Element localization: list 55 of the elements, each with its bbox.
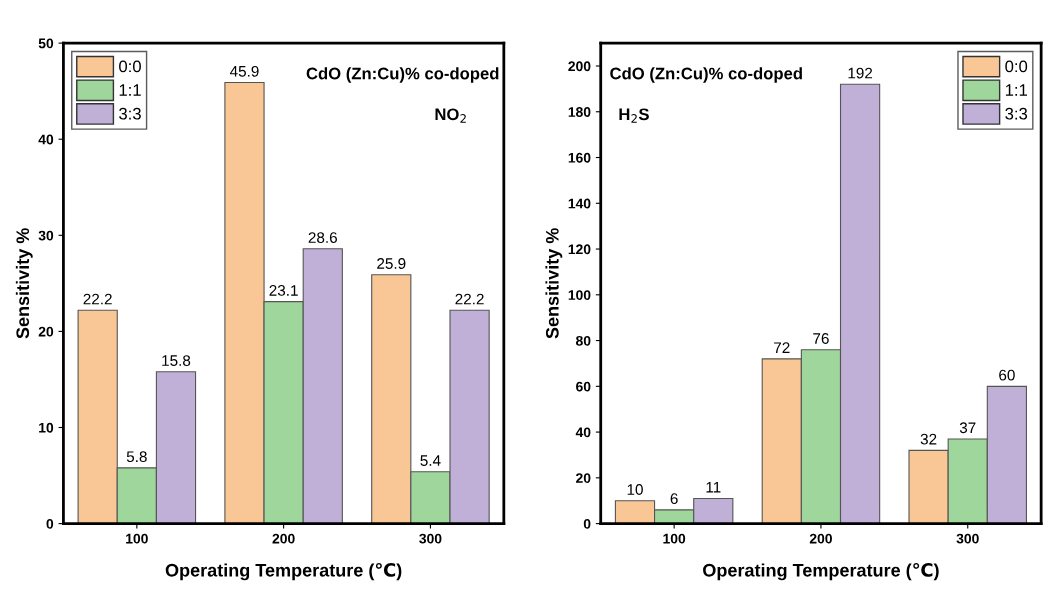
y-tick-label: 40 [575, 427, 591, 438]
x-tick-label: 300 [956, 533, 979, 544]
y-axis-title: Sensitivity % [15, 228, 33, 339]
data-label: 23.1 [269, 285, 298, 296]
x-tick-label: 100 [126, 533, 148, 544]
data-label: 45.9 [229, 65, 259, 77]
y-tick-label: 80 [576, 335, 591, 346]
legend-label: 1:1 [1005, 84, 1027, 96]
annotation: CdO (Zn:Cu)% co-doped [306, 67, 499, 83]
x-tick-label: 300 [419, 533, 442, 544]
legend-label: 0:0 [119, 60, 141, 73]
data-label: 6 [670, 493, 678, 505]
data-label: 10 [627, 484, 643, 495]
data-label: 60 [999, 369, 1015, 381]
y-tick-label: 60 [576, 381, 591, 392]
legend-label: 1:1 [119, 84, 141, 96]
data-label: 15.8 [162, 355, 191, 366]
x-tick-label: 200 [272, 533, 295, 544]
x-axis-title: Operating Temperature (℃) [703, 562, 939, 581]
data-label: 76 [813, 333, 829, 344]
y-axis-title: Sensitivity % [545, 228, 563, 339]
y-tick-label: 30 [38, 230, 54, 241]
legend-label: 3:3 [119, 107, 141, 120]
y-tick-label: 200 [568, 61, 591, 72]
data-label: 37 [959, 422, 976, 434]
y-tick-label: 100 [568, 290, 591, 300]
y-tick-label: 140 [568, 198, 591, 209]
y-tick-label: 20 [38, 326, 54, 337]
x-tick-label: 100 [663, 533, 686, 544]
data-label: 22.2 [455, 293, 484, 305]
data-label: 28.6 [308, 232, 337, 243]
annotation: NO$_{2}$ [435, 108, 466, 123]
legend-label: 0:0 [1005, 60, 1028, 73]
data-label: 5.4 [420, 455, 441, 466]
annotation: H$_{2}$S [619, 108, 649, 123]
y-tick-label: 20 [576, 473, 591, 484]
y-tick-label: 0 [46, 518, 54, 529]
y-tick-label: 40 [38, 134, 54, 145]
y-tick-label: 160 [568, 152, 591, 163]
data-label: 5.8 [126, 451, 147, 463]
legend-label: 3:3 [1005, 107, 1028, 120]
y-tick-label: 120 [568, 244, 591, 255]
data-label: 22.2 [83, 293, 112, 305]
x-tick-label: 200 [809, 533, 832, 544]
y-tick-label: 50 [38, 38, 54, 49]
x-axis-title: Operating Temperature (℃) [165, 562, 402, 581]
data-label: 72 [774, 342, 790, 353]
data-label: 25.9 [377, 258, 406, 269]
y-tick-label: 180 [568, 107, 591, 117]
y-tick-label: 10 [39, 422, 54, 433]
y-tick-label: 0 [583, 518, 591, 529]
data-label: 11 [706, 481, 721, 493]
data-label: 192 [848, 67, 873, 79]
annotation: CdO (Zn:Cu)% co-doped [610, 67, 802, 83]
data-label: 32 [920, 433, 937, 445]
